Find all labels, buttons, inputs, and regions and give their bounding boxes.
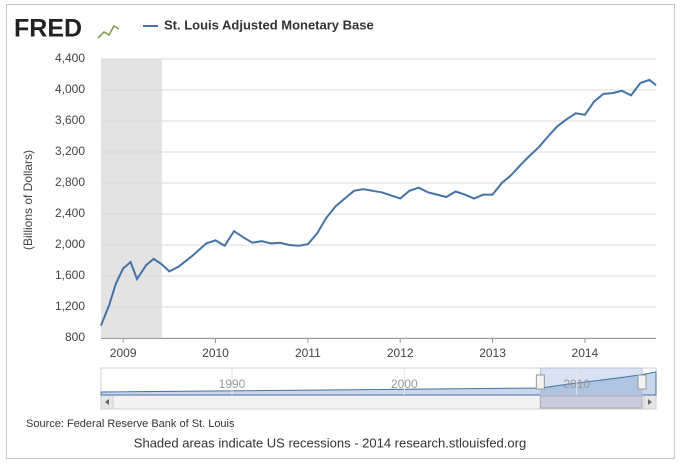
legend-label: St. Louis Adjusted Monetary Base	[164, 17, 374, 32]
y-tick-label: 4,000	[55, 82, 85, 96]
navigator-area	[100, 371, 657, 396]
y-axis-label: (Billions of Dollars)	[21, 150, 35, 250]
navigator-label: 2000	[391, 377, 418, 391]
logo: FRED	[14, 15, 82, 43]
footer: Shaded areas indicate US recessions - 20…	[134, 435, 526, 450]
logo-icon	[97, 24, 120, 39]
y-tick-label: 1,600	[55, 268, 85, 282]
y-tick-label: 1,200	[55, 299, 85, 313]
y-tick-label: 4,400	[55, 51, 85, 65]
scroll-thumb	[539, 395, 643, 409]
navigator-handle[interactable]	[535, 374, 545, 390]
navigator-label: 2010	[563, 377, 590, 391]
recession-band	[101, 59, 162, 338]
y-tick-label: 2,800	[55, 175, 85, 189]
x-tick-label: 2014	[572, 346, 599, 360]
y-tick-label: 800	[65, 330, 85, 344]
navigator-window	[539, 367, 643, 396]
y-tick-label: 2,400	[55, 206, 85, 220]
x-tick-label: 2012	[387, 346, 414, 360]
x-tick-label: 2011	[295, 346, 321, 360]
arrow-left	[105, 399, 109, 405]
x-tick-label: 2013	[479, 346, 506, 360]
x-tick-label: 2010	[202, 346, 229, 360]
y-tick-label: 3,200	[55, 144, 85, 158]
navigator-handle[interactable]	[637, 374, 647, 390]
arrow-right	[648, 399, 652, 405]
source: Source: Federal Reserve Bank of St. Loui…	[26, 418, 235, 430]
navigator-label: 1990	[219, 377, 246, 391]
y-tick-label: 3,600	[55, 113, 85, 127]
x-tick-label: 2009	[110, 346, 137, 360]
y-tick-label: 2,000	[55, 237, 85, 251]
series-line	[100, 78, 657, 326]
